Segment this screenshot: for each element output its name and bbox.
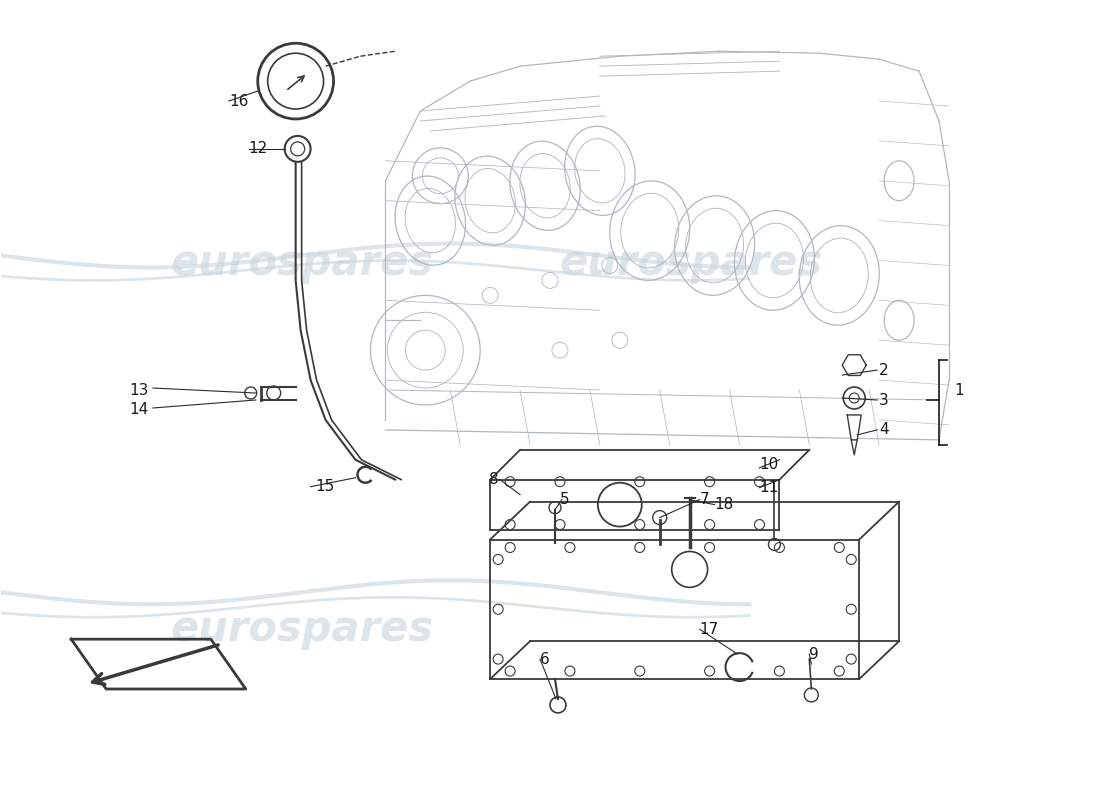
Text: 3: 3 xyxy=(879,393,889,407)
Text: 7: 7 xyxy=(700,492,710,507)
Text: 2: 2 xyxy=(879,362,889,378)
Text: 12: 12 xyxy=(249,142,268,156)
Text: eurospares: eurospares xyxy=(170,608,434,650)
Text: eurospares: eurospares xyxy=(560,242,823,285)
Text: 10: 10 xyxy=(759,458,779,472)
Text: eurospares: eurospares xyxy=(170,242,434,285)
Text: 17: 17 xyxy=(700,622,719,637)
Text: 16: 16 xyxy=(229,94,249,109)
Text: 13: 13 xyxy=(130,382,148,398)
Text: 18: 18 xyxy=(715,497,734,512)
Text: 4: 4 xyxy=(879,422,889,438)
Text: 9: 9 xyxy=(810,646,820,662)
Text: 6: 6 xyxy=(540,651,550,666)
Text: 14: 14 xyxy=(130,402,148,418)
Polygon shape xyxy=(847,415,861,440)
Text: 15: 15 xyxy=(316,479,334,494)
Text: 1: 1 xyxy=(954,382,964,398)
Text: 8: 8 xyxy=(488,472,498,487)
Text: 11: 11 xyxy=(759,480,779,495)
Text: 5: 5 xyxy=(560,492,570,507)
